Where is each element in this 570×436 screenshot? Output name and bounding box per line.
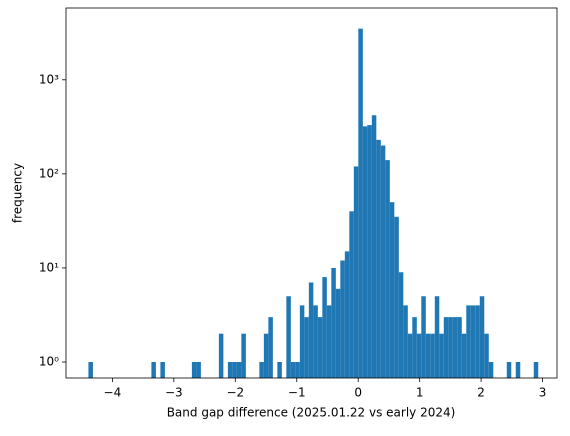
bar [403,305,408,378]
bar [160,362,165,378]
bar [236,362,242,378]
bar [268,317,273,378]
bar [389,202,395,378]
bar [241,333,246,378]
bar [277,362,282,378]
y-tick-label: 10¹ [39,260,59,274]
bar [286,296,291,378]
bar [434,296,440,378]
bar [299,305,305,378]
x-tick-label: −4 [104,386,122,400]
bar [331,267,336,378]
bar [358,28,363,378]
bar [349,211,354,378]
bar [385,160,390,378]
bar [308,282,314,378]
x-tick-label: −2 [226,386,244,400]
bar [448,317,453,378]
bar [533,362,539,378]
x-tick-label: 2 [477,386,485,400]
bar [151,362,156,378]
bar [443,317,449,378]
bar [304,317,309,378]
bar [340,260,345,378]
y-axis-label: frequency [11,163,25,223]
bar [313,305,318,378]
bar [295,362,300,378]
bar [407,333,413,378]
bar [232,362,237,378]
y-tick-label: 10² [39,166,59,180]
y-tick-label: 10⁰ [39,355,59,369]
bar [421,296,426,378]
bar [479,296,485,378]
bar [416,333,422,378]
bar [398,272,404,378]
y-tick-label: 10³ [39,72,59,86]
bar [344,251,350,378]
plot-frame [65,7,558,379]
bar [488,362,494,378]
bar [353,166,359,378]
x-tick-label: 1 [416,386,424,400]
bar [457,317,462,378]
bar [394,216,399,378]
bar [326,305,332,378]
x-tick-label: −3 [165,386,183,400]
bar [218,333,224,378]
bar [362,126,368,379]
x-tick-label: −1 [288,386,306,400]
bar [425,333,431,378]
bar [317,317,323,378]
bar [452,317,458,378]
bar [196,362,201,378]
x-axis-label: Band gap difference (2025.01.22 vs early… [167,406,456,420]
bar [475,305,480,378]
bar [380,145,386,378]
bar [227,362,233,378]
bar [376,139,381,378]
bar [506,362,512,378]
bar [322,277,327,378]
bar [88,362,93,378]
bar [439,333,444,378]
bar [371,115,377,378]
bar [191,362,197,378]
bar [412,317,417,378]
bar [461,333,467,378]
bar [466,305,471,378]
bar [470,305,476,378]
bar [335,288,341,378]
bar [515,362,521,378]
bar [263,333,269,378]
bar [290,362,296,378]
x-tick-label: 3 [539,386,547,400]
bar [484,333,489,378]
bar [259,362,264,378]
bar [430,333,435,378]
bar [367,125,372,378]
x-tick-label: 0 [354,386,362,400]
